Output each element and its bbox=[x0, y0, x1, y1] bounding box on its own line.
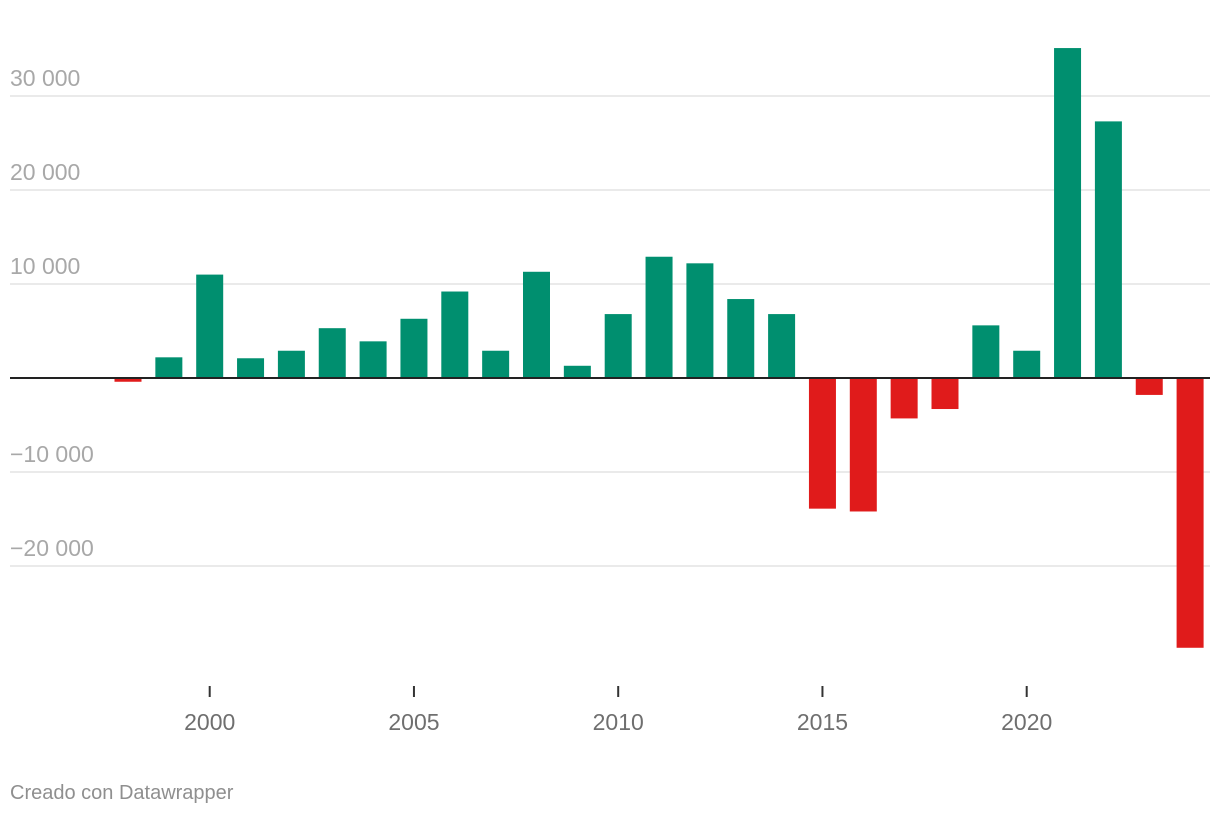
bar-2018 bbox=[931, 378, 959, 410]
bar-2021 bbox=[1054, 48, 1082, 379]
bar-2002 bbox=[277, 350, 305, 378]
x-tick-label: 2010 bbox=[593, 709, 644, 735]
bar-2022 bbox=[1094, 121, 1122, 378]
bar-2012 bbox=[686, 263, 714, 378]
bar-2008 bbox=[523, 271, 550, 378]
bar-2017 bbox=[890, 378, 918, 419]
bar-2020 bbox=[1013, 350, 1041, 378]
bar-2013 bbox=[727, 299, 755, 378]
x-tick-label: 2015 bbox=[797, 709, 848, 735]
bar-2006 bbox=[441, 291, 469, 378]
bar-2019 bbox=[972, 325, 1000, 378]
y-tick-label: 10 000 bbox=[10, 253, 80, 279]
x-tick-label: 2005 bbox=[388, 709, 439, 735]
bar-2009 bbox=[563, 365, 591, 378]
credit-text: Creado con Datawrapper bbox=[10, 782, 234, 804]
bar-2015 bbox=[808, 378, 836, 509]
y-tick-label: −20 000 bbox=[10, 535, 94, 561]
bar-2003 bbox=[318, 328, 346, 378]
bar-2023 bbox=[1135, 378, 1163, 395]
bar-2000 bbox=[196, 274, 224, 378]
bar-1998 bbox=[114, 378, 142, 382]
bar-2004 bbox=[359, 341, 387, 378]
bar-2007 bbox=[482, 350, 510, 378]
x-tick-label: 2020 bbox=[1001, 709, 1052, 735]
bar-2011 bbox=[645, 256, 673, 378]
bar-1999 bbox=[155, 357, 183, 378]
bar-2001 bbox=[237, 358, 265, 378]
bar-2005 bbox=[400, 318, 428, 378]
x-tick-label: 2000 bbox=[184, 709, 235, 735]
bar-2024 bbox=[1176, 378, 1204, 648]
bar-2010 bbox=[604, 314, 632, 378]
bar-2016 bbox=[849, 378, 877, 512]
y-tick-label: −10 000 bbox=[10, 441, 94, 467]
bar-2014 bbox=[768, 314, 796, 378]
y-tick-label: 20 000 bbox=[10, 159, 80, 185]
y-tick-label: 30 000 bbox=[10, 65, 80, 91]
